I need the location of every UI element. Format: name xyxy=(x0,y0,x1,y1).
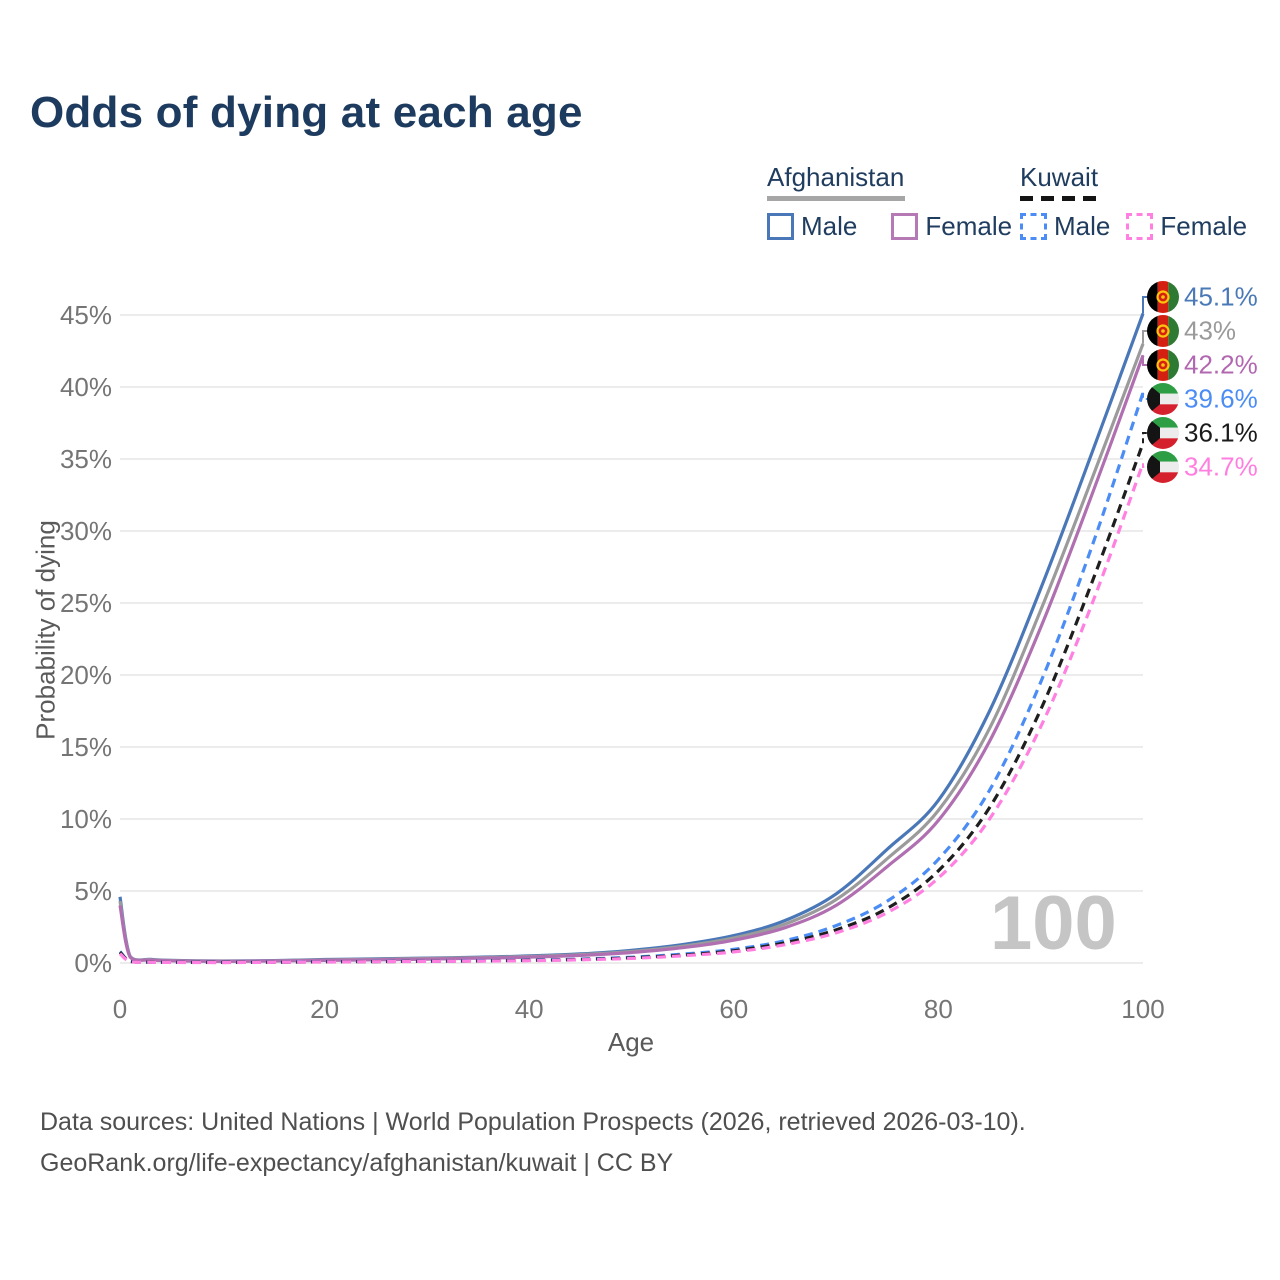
x-tick-label: 100 xyxy=(1121,994,1165,1024)
y-tick-label: 20% xyxy=(59,660,112,690)
afghanistan-male-swatch-icon xyxy=(767,213,794,240)
x-axis-title: Age xyxy=(607,1027,655,1057)
end-value-label: 45.1% xyxy=(1184,281,1258,312)
x-tick-label: 0 xyxy=(112,994,128,1024)
y-tick-label: 25% xyxy=(59,588,112,618)
afghanistan-flag-icon xyxy=(1147,315,1179,347)
legend-label: Male xyxy=(801,211,858,241)
afghanistan-flag-icon xyxy=(1147,349,1179,381)
afghanistan-flag-icon xyxy=(1147,281,1179,313)
attribution-link-text[interactable]: GeoRank.org/life-expectancy/afghanistan/… xyxy=(40,1149,674,1177)
kuwait-flag-icon xyxy=(1147,383,1179,415)
y-tick-label: 35% xyxy=(59,444,112,474)
label-connector xyxy=(1142,432,1150,444)
legend-item-afghanistan-male[interactable]: Male xyxy=(767,211,857,242)
end-value-label: 43% xyxy=(1184,315,1237,346)
series-line-kuwait-male[interactable] xyxy=(118,392,1145,965)
y-tick-label: 40% xyxy=(59,372,112,402)
series-line-afghanistan-female[interactable] xyxy=(118,354,1145,963)
kuwait-flag-icon xyxy=(1147,417,1179,449)
end-value-label: 39.6% xyxy=(1184,383,1258,414)
series-line-kuwait-female[interactable] xyxy=(118,462,1145,965)
end-value-label: 34.7% xyxy=(1184,451,1258,482)
data-source-text: Data sources: United Nations | World Pop… xyxy=(40,1108,1026,1136)
afghanistan-female-swatch-icon xyxy=(891,213,919,240)
legend-item-kuwait-male[interactable]: Male xyxy=(1020,211,1110,242)
y-tick-label: 45% xyxy=(59,300,112,330)
kuwait-dashed-line-icon xyxy=(1020,196,1104,201)
kuwait-female-swatch-icon xyxy=(1126,213,1154,240)
legend-country-afghanistan: Afghanistan xyxy=(767,162,905,192)
y-tick-label: 5% xyxy=(74,876,112,906)
kuwait-male-swatch-icon xyxy=(1020,213,1047,240)
y-tick-label: 15% xyxy=(59,732,112,762)
y-tick-label: 30% xyxy=(59,516,112,546)
x-tick-label: 20 xyxy=(310,994,340,1024)
end-value-label: 36.1% xyxy=(1184,417,1258,448)
legend-group-afghanistan: Afghanistan Male Female xyxy=(767,162,1046,242)
series-line-afghanistan-both-sexes[interactable] xyxy=(118,343,1145,963)
y-axis-title: Probability of dying xyxy=(30,520,61,740)
series-line-afghanistan-male[interactable] xyxy=(118,313,1145,963)
footer: Data sources: United Nations | World Pop… xyxy=(40,1102,1026,1184)
x-tick-label: 80 xyxy=(923,994,953,1024)
x-tick-label: 60 xyxy=(719,994,749,1024)
legend-label: Male xyxy=(1054,211,1111,241)
legend-label: Female xyxy=(1160,211,1248,241)
x-tick-label: 40 xyxy=(514,994,544,1024)
legend-item-kuwait-female[interactable]: Female xyxy=(1126,211,1247,242)
legend-group-kuwait: Kuwait Male Female xyxy=(1020,162,1263,242)
kuwait-flag-icon xyxy=(1147,451,1179,483)
legend-country-kuwait: Kuwait xyxy=(1020,162,1099,192)
page-title: Odds of dying at each age xyxy=(30,88,583,137)
y-tick-label: 0% xyxy=(74,948,112,978)
afghanistan-solid-line-icon xyxy=(767,196,905,201)
legend-label: Female xyxy=(925,211,1013,241)
watermark-age-100: 100 xyxy=(990,881,1117,966)
legend-item-afghanistan-female[interactable]: Female xyxy=(891,211,1012,242)
y-tick-label: 10% xyxy=(59,804,112,834)
label-connector xyxy=(1142,463,1150,468)
end-value-label: 42.2% xyxy=(1184,349,1258,380)
